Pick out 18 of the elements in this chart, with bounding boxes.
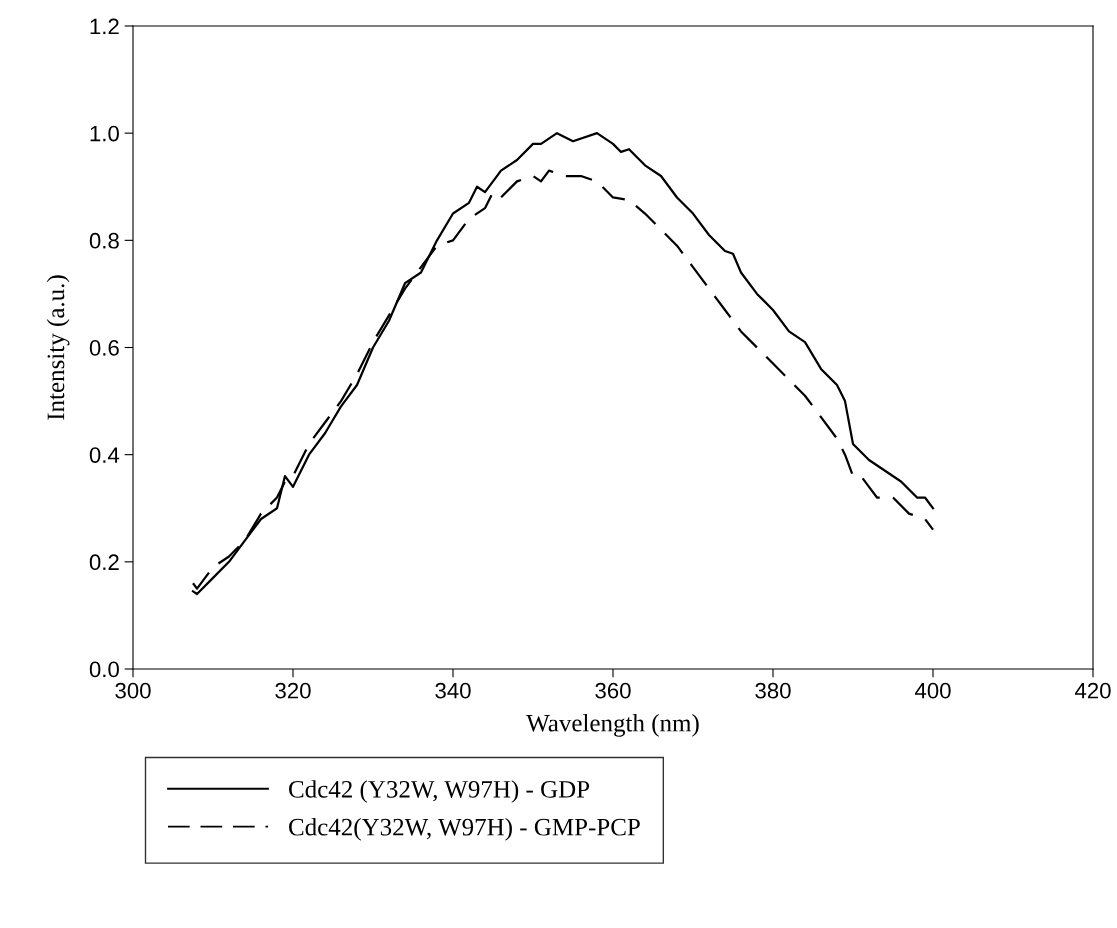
x-tick-label: 420 [1074, 682, 1111, 699]
y-tick-label: 0.4 [89, 447, 120, 463]
legend-label: Cdc42(Y32W, W97H) - GMP-PCP [289, 817, 640, 841]
x-tick-label: 360 [595, 682, 631, 699]
y-tick-label: 1.0 [90, 125, 119, 142]
x-tick-label: 320 [275, 682, 311, 699]
x-tick-label: 400 [914, 682, 951, 699]
x-tick-label: 380 [755, 682, 791, 699]
y-tick-label: 1.2 [90, 18, 119, 35]
y-tick-label: 0.6 [89, 340, 119, 356]
y-axis-title: Intensity (a.u.) [46, 275, 70, 420]
x-axis-title: Wavelength (nm) [526, 714, 699, 737]
y-tick-label: 0.8 [89, 232, 119, 249]
y-tick-label: 0.2 [89, 554, 119, 571]
y-tick-label: 0.0 [89, 661, 119, 678]
x-tick-label: 340 [435, 682, 471, 699]
legend-label: Cdc42 (Y32W, W97H) - GDP [289, 780, 590, 803]
x-tick-label: 300 [115, 682, 151, 699]
